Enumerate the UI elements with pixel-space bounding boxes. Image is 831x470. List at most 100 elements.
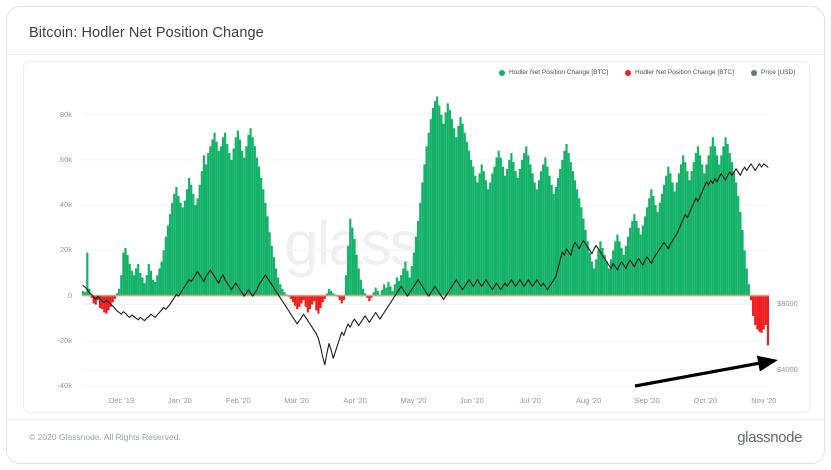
bar <box>361 288 365 296</box>
bar <box>684 162 687 296</box>
bar <box>578 198 581 296</box>
bar <box>550 184 553 296</box>
bar <box>565 144 568 296</box>
bar <box>576 189 579 296</box>
bar <box>298 295 301 307</box>
legend-item[interactable]: Hodler Net Position Change [BTC] <box>499 69 608 76</box>
bar <box>518 168 521 296</box>
circle-marker <box>625 69 632 76</box>
bar <box>107 295 110 311</box>
bar <box>332 293 335 296</box>
bar <box>722 146 725 296</box>
bar <box>525 146 528 296</box>
bar <box>272 257 275 296</box>
bar <box>230 159 233 296</box>
bar <box>217 150 220 296</box>
bar <box>213 132 216 296</box>
y-axis-tick-label: 20k <box>59 245 72 255</box>
bar <box>376 291 379 296</box>
bar <box>226 144 229 296</box>
bar <box>253 146 256 296</box>
bar <box>423 164 426 296</box>
legend-item[interactable]: Hodler Net Position Change [BTC] <box>625 69 734 76</box>
bar <box>626 236 630 296</box>
bar <box>474 175 477 296</box>
bar <box>86 252 89 296</box>
bar <box>643 216 647 296</box>
bar <box>113 295 116 299</box>
bar <box>510 153 513 296</box>
bar <box>168 214 172 296</box>
bar <box>101 295 104 310</box>
bar <box>713 146 717 296</box>
bar <box>493 166 496 296</box>
bar <box>211 139 214 296</box>
bar <box>438 105 441 296</box>
bar <box>122 252 125 296</box>
x-axis-tick-label: May '20 <box>400 396 427 405</box>
bar <box>559 168 562 296</box>
bar <box>400 275 403 296</box>
bar <box>766 295 770 346</box>
legend-item[interactable]: Price [USD] <box>751 69 795 76</box>
y-axis-tick-label: 80k <box>59 109 72 119</box>
bar <box>682 155 685 296</box>
bar <box>366 295 369 298</box>
bar <box>573 180 577 296</box>
bar <box>495 157 498 296</box>
bar <box>135 268 138 296</box>
bar <box>173 193 176 296</box>
bar <box>631 220 634 296</box>
bar <box>450 119 454 296</box>
bar <box>480 164 483 296</box>
bar <box>730 162 733 296</box>
x-axis-tick-label: Oct '20 <box>693 396 718 405</box>
bar <box>308 295 312 310</box>
bar <box>126 254 129 296</box>
bar <box>484 180 488 296</box>
bar <box>209 146 212 296</box>
bar <box>204 164 208 296</box>
bar <box>103 295 106 313</box>
bar <box>130 270 133 296</box>
bar <box>501 166 504 296</box>
bar <box>633 214 636 296</box>
bar <box>465 141 468 296</box>
bar <box>457 125 460 296</box>
bar <box>283 292 286 296</box>
bar <box>370 295 373 298</box>
bar <box>478 173 481 296</box>
bar <box>315 295 318 311</box>
bar <box>149 270 153 296</box>
bar <box>179 202 182 296</box>
bar <box>561 159 564 296</box>
chart-plot <box>82 96 778 388</box>
bar <box>419 202 422 296</box>
bar <box>296 295 299 310</box>
bar <box>94 295 97 305</box>
bar <box>128 263 131 296</box>
bar <box>648 198 651 296</box>
bar <box>340 295 343 304</box>
bar <box>584 229 587 296</box>
bar <box>338 295 341 301</box>
bar <box>302 295 305 301</box>
legend-label: Hodler Net Position Change [BTC] <box>635 69 735 76</box>
x-axis-tick-label: Apr '20 <box>343 396 367 405</box>
legend-label: Hodler Net Position Change [BTC] <box>509 69 609 76</box>
bar <box>599 241 602 296</box>
x-axis-tick-label: Jan '20 <box>167 396 192 405</box>
bar <box>224 132 227 296</box>
bar <box>588 252 591 296</box>
bar <box>241 150 244 296</box>
bar <box>673 191 676 296</box>
bar <box>503 175 507 296</box>
bar <box>669 173 672 296</box>
bar <box>529 164 532 296</box>
bar <box>158 268 161 296</box>
bar <box>274 268 278 296</box>
bar <box>616 234 619 296</box>
y-axis-tick-label: 0 <box>67 290 72 300</box>
bar <box>571 171 574 296</box>
bar <box>147 263 150 296</box>
